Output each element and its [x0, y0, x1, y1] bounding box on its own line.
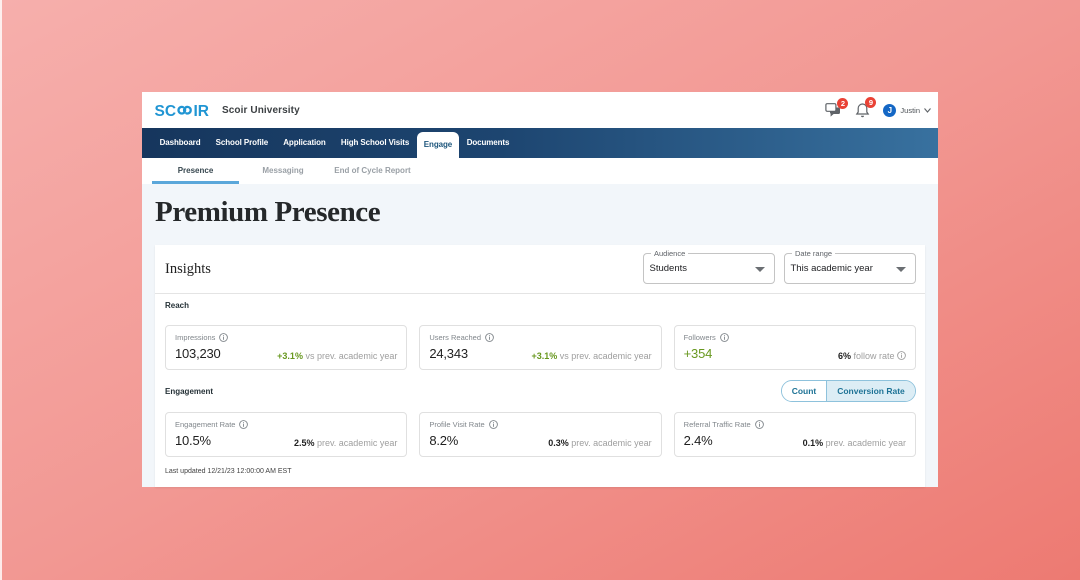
svg-text:IR: IR — [194, 103, 210, 119]
svg-text:SC: SC — [155, 103, 176, 119]
